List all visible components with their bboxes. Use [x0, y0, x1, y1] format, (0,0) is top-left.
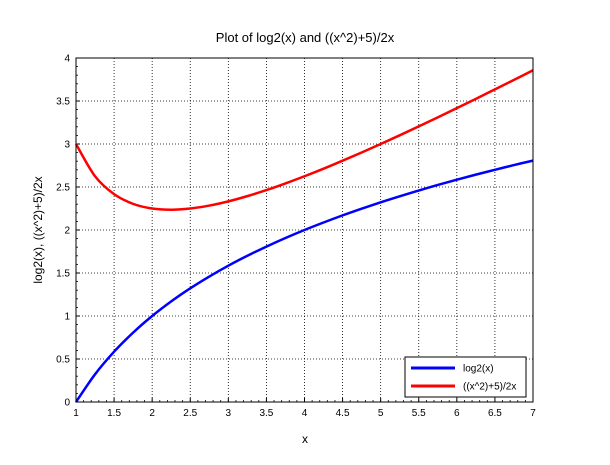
- x-tick-label: 6: [454, 408, 460, 419]
- x-tick-label: 3.5: [259, 408, 273, 419]
- legend: log2(x) ((x^2)+5)/2x: [404, 356, 527, 398]
- x-tick-label: 7: [530, 408, 536, 419]
- y-axis-title: log2(x), ((x^2)+5)/2x: [31, 176, 45, 283]
- y-tick-label: 0.5: [56, 355, 70, 366]
- y-tick-label: 4: [64, 54, 70, 65]
- x-axis-title: x: [302, 432, 308, 446]
- series-line-1: [74, 69, 534, 211]
- y-tick-label: 1.5: [56, 269, 70, 280]
- chart-title: Plot of log2(x) and ((x^2)+5)/2x: [216, 30, 395, 45]
- y-tick-label: 3: [64, 140, 70, 151]
- y-tick-label: 3.5: [56, 97, 70, 108]
- x-tick-label: 5: [378, 408, 384, 419]
- y-tick-label: 2.5: [56, 183, 70, 194]
- y-tick-label: 1: [64, 312, 70, 323]
- axis-ticks: 1 1.5 2 2.5 3 3.5 4 4.5 5 5.5 6 6.5 7 0 0.5 1 1.5 2 2.5 3 3.…: [56, 54, 536, 420]
- x-tick-label: 1: [73, 408, 79, 419]
- series-lines: [74, 69, 534, 403]
- x-tick-label: 1.5: [107, 408, 121, 419]
- plot-area-frame: [75, 57, 534, 403]
- legend-label-1: ((x^2)+5)/2x: [463, 382, 516, 393]
- series-line-0: [74, 159, 534, 403]
- x-tick-label: 2: [149, 408, 155, 419]
- x-tick-label: 3: [226, 408, 232, 419]
- y-tick-label: 2: [64, 226, 70, 237]
- x-tick-label: 4: [302, 408, 308, 419]
- legend-label-0: log2(x): [463, 364, 494, 375]
- y-tick-label: 0: [64, 398, 70, 409]
- legend-box: [404, 356, 527, 398]
- x-tick-label: 6.5: [488, 408, 502, 419]
- x-tick-label: 4.5: [336, 408, 350, 419]
- x-tick-label: 5.5: [412, 408, 426, 419]
- x-tick-label: 2.5: [183, 408, 197, 419]
